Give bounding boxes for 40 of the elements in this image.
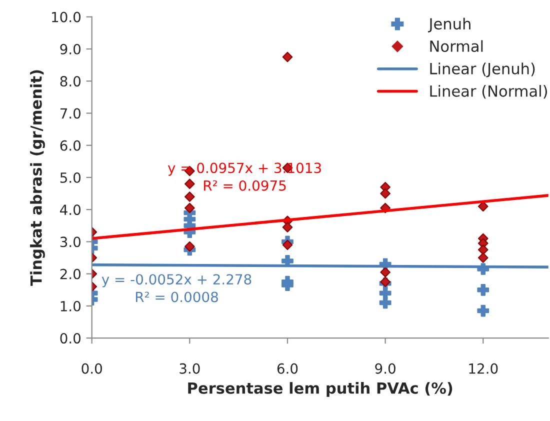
point	[379, 296, 392, 309]
point	[477, 304, 490, 317]
point	[478, 201, 488, 212]
y-tick-label: 7.0	[60, 108, 81, 119]
point	[380, 188, 390, 199]
y-tick-label: 10.0	[52, 12, 81, 22]
y-tick-label: 9.0	[60, 44, 81, 54]
x-tick-label: 0.0	[82, 363, 102, 374]
y-tick-label: 0.0	[60, 333, 81, 344]
legend-label: Linear (Jenuh)	[430, 62, 535, 78]
point	[478, 244, 488, 255]
point	[184, 241, 195, 252]
y-tick-label: 1.0	[60, 300, 81, 312]
x-tick-label: 9.0	[375, 363, 396, 374]
y-axis-title: Tingkat abrasi (gr/menit)	[30, 70, 45, 286]
legend-label: Jenuh	[428, 18, 470, 32]
point	[478, 252, 488, 263]
y-tick-label: 4.0	[60, 204, 81, 216]
legend-label: Normal	[430, 40, 483, 52]
x-axis-title: Persentase lem putih PVAc (%)	[188, 382, 452, 397]
legend-label: Linear (Normal)	[430, 85, 547, 99]
point	[184, 202, 195, 214]
point	[184, 192, 195, 202]
annotation: y = -0.0052x + 2.278 R² = 0.0008	[102, 274, 252, 302]
point	[477, 284, 490, 296]
y-tick-label: 3.0	[60, 236, 81, 248]
x-tick-label: 3.0	[180, 363, 200, 374]
x-tick-label: 6.0	[277, 363, 298, 374]
x-tick-label: 12.0	[469, 363, 498, 374]
point	[282, 240, 293, 250]
point	[380, 267, 390, 278]
point	[282, 279, 294, 291]
y-tick-label: 8.0	[60, 76, 81, 87]
y-tick-label: 2.0	[60, 268, 81, 280]
point	[379, 287, 392, 300]
y-tick-label: 5.0	[60, 172, 81, 183]
y-tick-label: 6.0	[60, 140, 81, 151]
point	[282, 222, 293, 232]
point	[282, 52, 293, 62]
point	[184, 178, 195, 190]
